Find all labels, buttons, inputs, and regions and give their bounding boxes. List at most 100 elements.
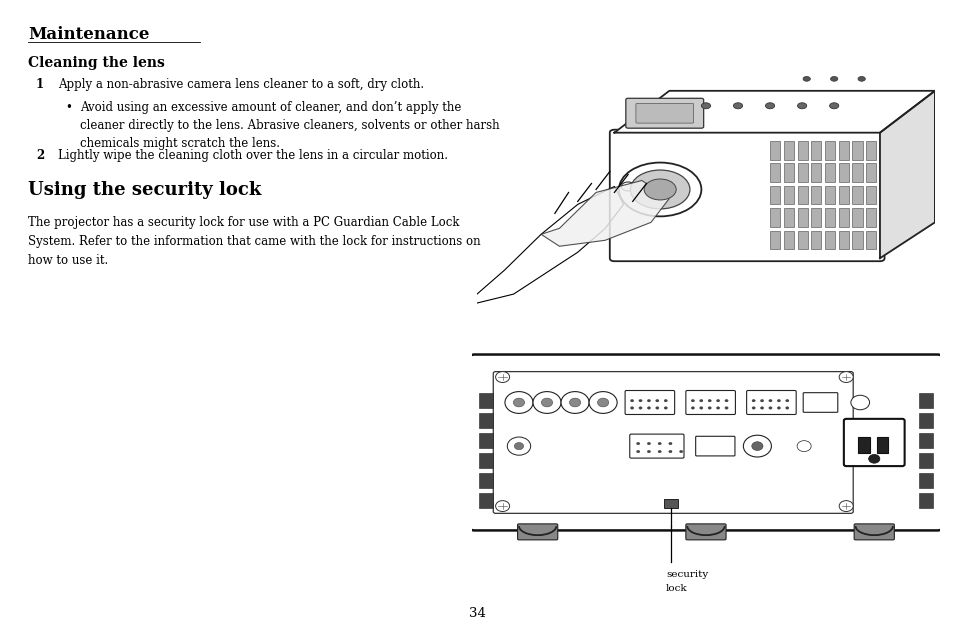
Bar: [478, 394, 493, 408]
Circle shape: [620, 182, 635, 191]
Circle shape: [716, 406, 719, 409]
FancyBboxPatch shape: [636, 104, 693, 123]
Circle shape: [868, 455, 879, 463]
Circle shape: [647, 442, 650, 445]
Bar: [769, 186, 780, 204]
Bar: [783, 186, 793, 204]
FancyBboxPatch shape: [517, 524, 558, 540]
Bar: [478, 494, 493, 508]
Bar: [663, 499, 678, 508]
FancyBboxPatch shape: [802, 392, 837, 412]
Circle shape: [724, 406, 727, 409]
Bar: [852, 186, 862, 204]
Polygon shape: [614, 91, 934, 133]
Circle shape: [636, 450, 639, 453]
Circle shape: [797, 103, 806, 109]
Circle shape: [707, 399, 711, 402]
Bar: [797, 231, 807, 249]
Bar: [918, 433, 932, 448]
Circle shape: [668, 442, 671, 445]
Circle shape: [647, 399, 650, 402]
Bar: [769, 209, 780, 227]
Circle shape: [751, 442, 762, 450]
Text: Maintenance: Maintenance: [28, 26, 150, 43]
Bar: [824, 186, 834, 204]
Bar: [865, 231, 876, 249]
Bar: [918, 473, 932, 488]
Circle shape: [777, 399, 780, 402]
Circle shape: [663, 399, 667, 402]
Bar: [857, 437, 869, 453]
Circle shape: [618, 163, 700, 216]
Circle shape: [647, 450, 650, 453]
Circle shape: [839, 371, 852, 382]
Circle shape: [829, 103, 838, 109]
Circle shape: [630, 406, 633, 409]
Bar: [824, 209, 834, 227]
Circle shape: [768, 399, 771, 402]
Circle shape: [716, 399, 719, 402]
Text: The projector has a security lock for use with a PC Guardian Cable Lock
System. : The projector has a security lock for us…: [28, 216, 480, 267]
Circle shape: [760, 406, 763, 409]
Bar: [838, 163, 848, 182]
Text: Lightly wipe the cleaning cloth over the lens in a circular motion.: Lightly wipe the cleaning cloth over the…: [58, 149, 448, 162]
Text: 2: 2: [36, 149, 44, 162]
Circle shape: [496, 371, 509, 382]
Text: Cleaning the lens: Cleaning the lens: [28, 56, 165, 70]
Text: lock: lock: [665, 584, 687, 593]
Bar: [824, 163, 834, 182]
Bar: [865, 209, 876, 227]
Polygon shape: [879, 91, 934, 258]
FancyBboxPatch shape: [685, 391, 735, 415]
Bar: [478, 413, 493, 428]
Circle shape: [504, 392, 533, 413]
FancyBboxPatch shape: [624, 391, 674, 415]
Circle shape: [764, 103, 774, 109]
Text: 34: 34: [468, 607, 485, 620]
Bar: [769, 141, 780, 160]
FancyBboxPatch shape: [685, 524, 725, 540]
Circle shape: [569, 398, 580, 407]
Circle shape: [777, 406, 780, 409]
Text: 1: 1: [36, 78, 44, 91]
Circle shape: [724, 399, 727, 402]
Bar: [478, 433, 493, 448]
Circle shape: [742, 435, 771, 457]
Circle shape: [768, 406, 771, 409]
Circle shape: [636, 442, 639, 445]
Text: Apply a non-abrasive camera lens cleaner to a soft, dry cloth.: Apply a non-abrasive camera lens cleaner…: [58, 78, 424, 91]
Bar: [783, 231, 793, 249]
Text: Using the security lock: Using the security lock: [28, 181, 261, 199]
Circle shape: [699, 406, 702, 409]
Bar: [783, 209, 793, 227]
Circle shape: [751, 399, 755, 402]
Bar: [918, 394, 932, 408]
Bar: [769, 231, 780, 249]
Circle shape: [707, 406, 711, 409]
Bar: [810, 163, 821, 182]
Bar: [876, 437, 887, 453]
Bar: [797, 141, 807, 160]
Bar: [769, 163, 780, 182]
Bar: [824, 231, 834, 249]
Bar: [918, 413, 932, 428]
FancyBboxPatch shape: [469, 354, 942, 530]
Bar: [918, 453, 932, 468]
FancyBboxPatch shape: [609, 130, 883, 261]
Circle shape: [655, 406, 659, 409]
Circle shape: [839, 501, 852, 511]
Circle shape: [802, 76, 809, 81]
Text: Avoid using an excessive amount of cleaner, and don’t apply the
cleaner directly: Avoid using an excessive amount of clean…: [80, 101, 499, 150]
Circle shape: [643, 179, 676, 200]
Text: •: •: [65, 101, 71, 114]
FancyBboxPatch shape: [746, 391, 796, 415]
Bar: [810, 231, 821, 249]
Bar: [838, 141, 848, 160]
Circle shape: [541, 398, 552, 407]
Circle shape: [658, 450, 660, 453]
Bar: [918, 494, 932, 508]
Bar: [478, 453, 493, 468]
Bar: [478, 473, 493, 488]
Circle shape: [785, 399, 788, 402]
Circle shape: [785, 406, 788, 409]
